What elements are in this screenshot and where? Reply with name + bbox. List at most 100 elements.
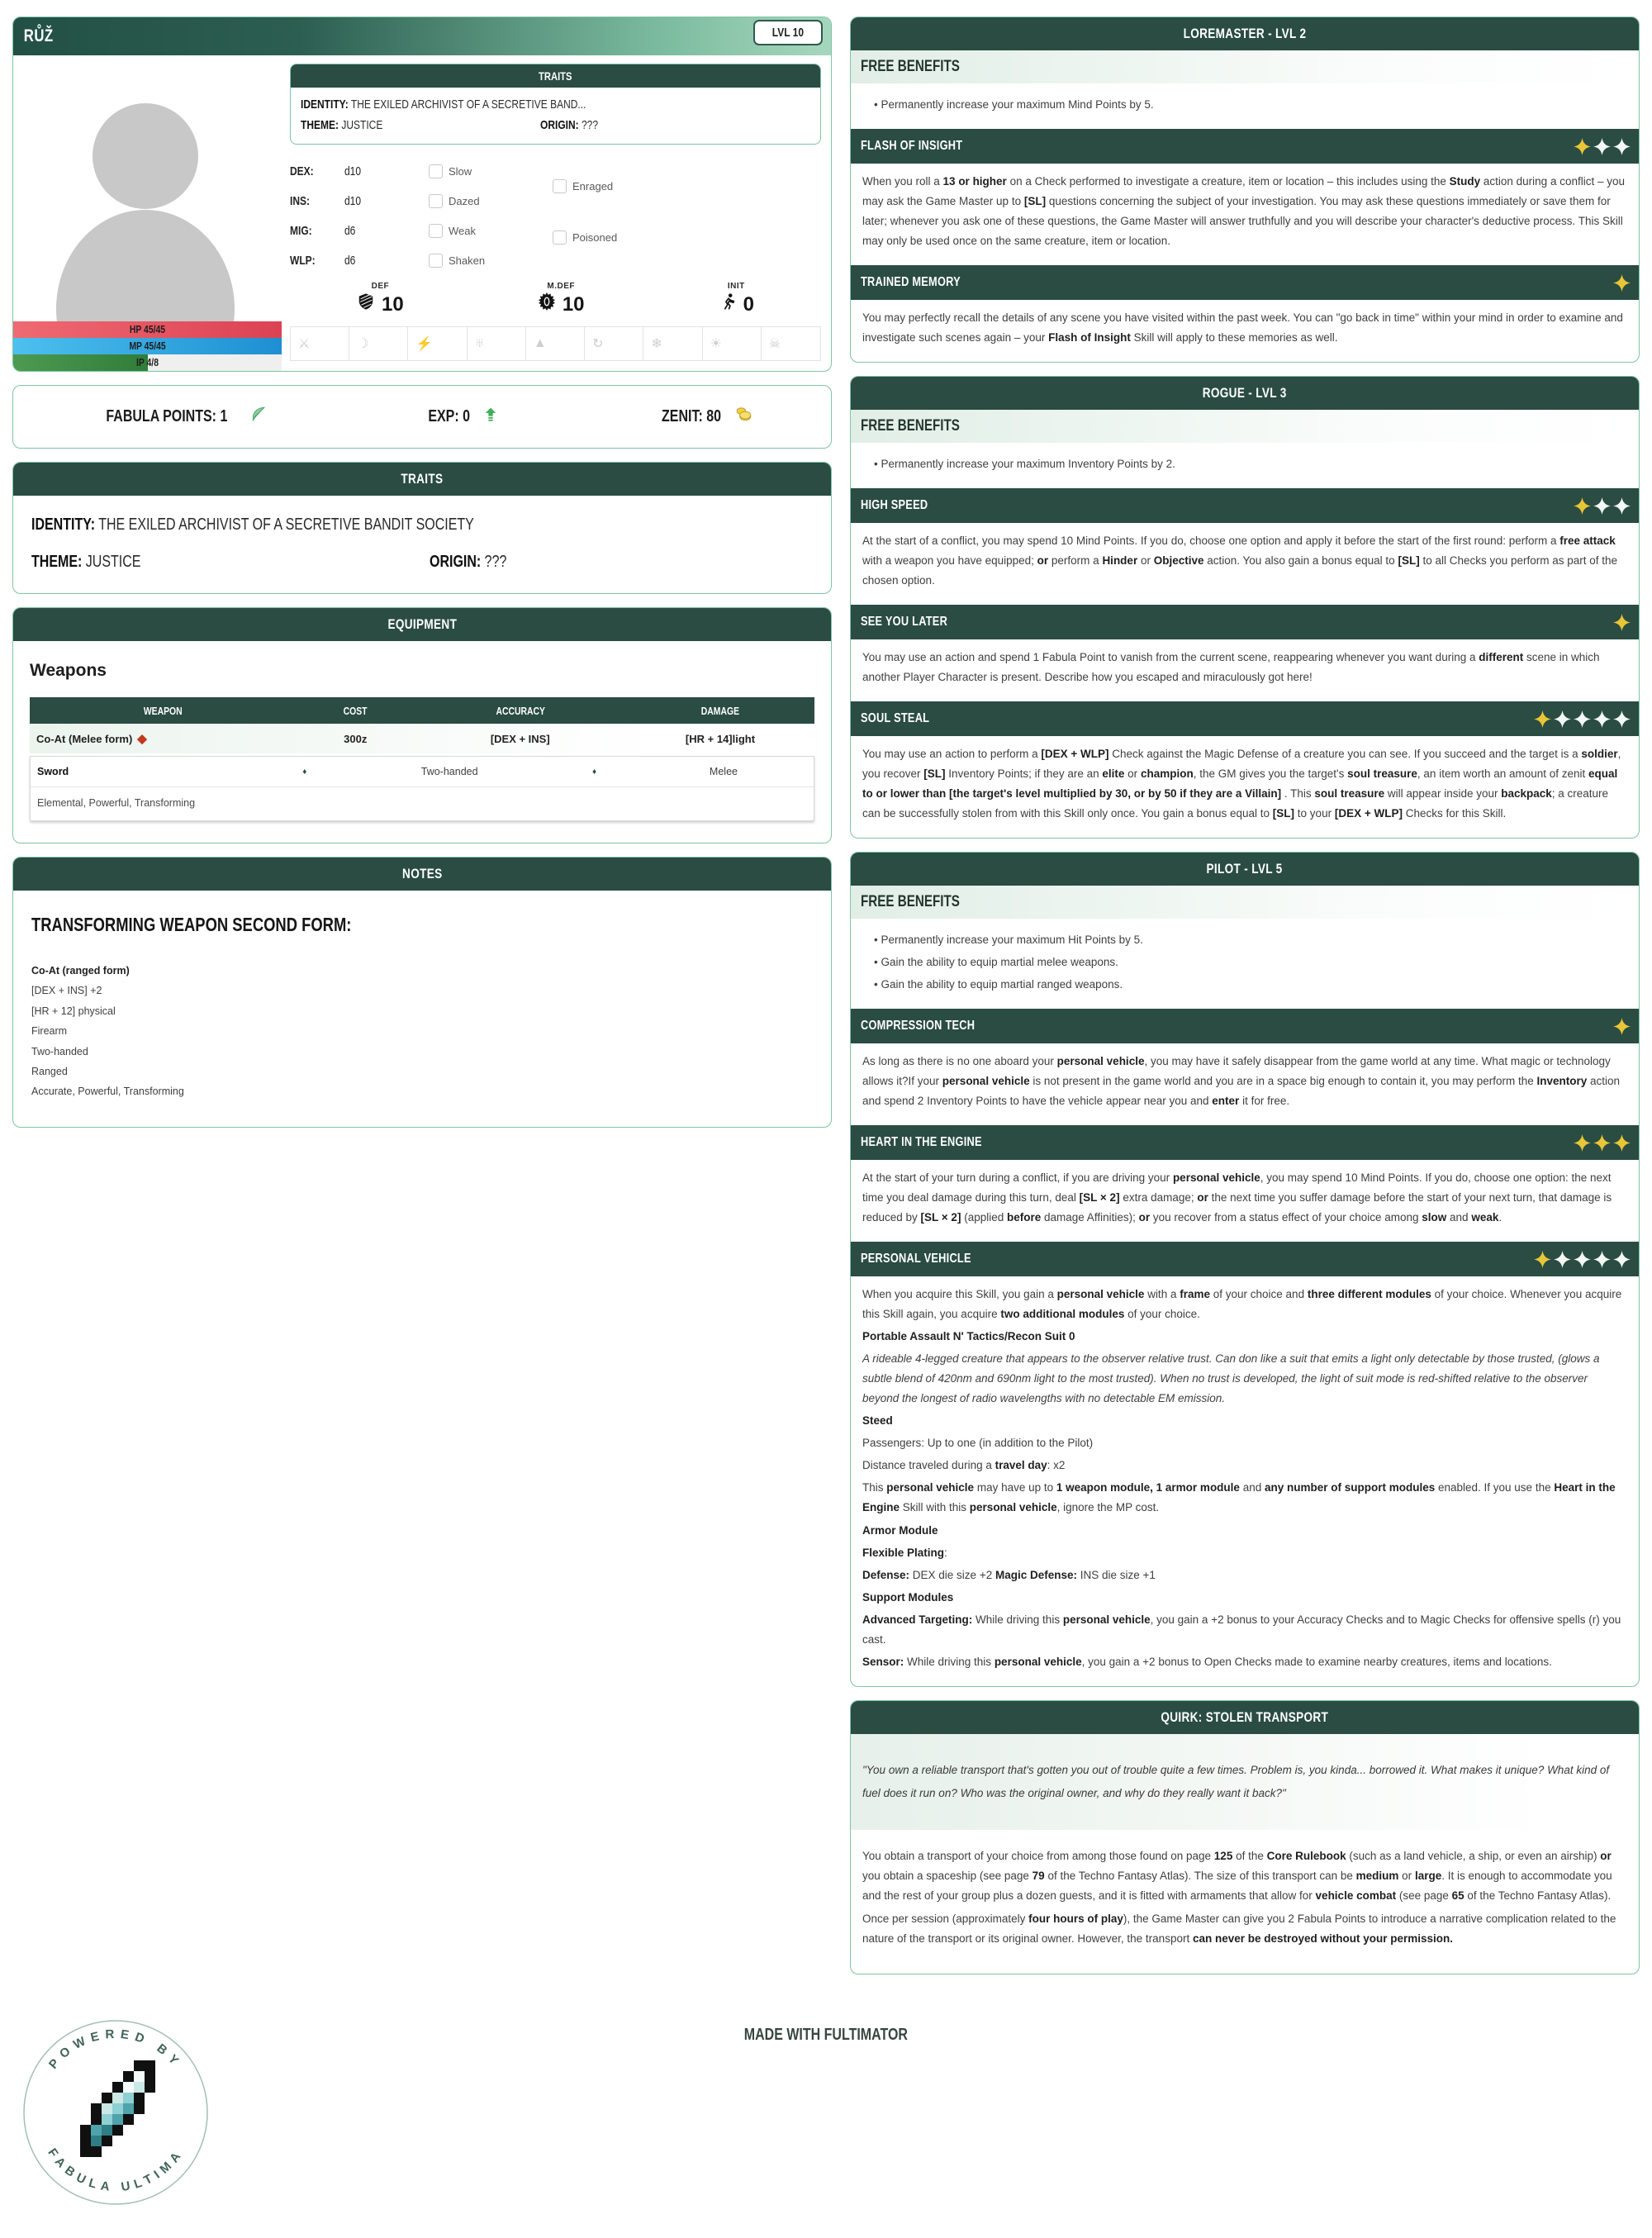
status-checkbox[interactable] [553,178,567,193]
affinity-cell[interactable]: ♅ [468,327,526,360]
weapons-header-cell: ACCURACY [495,704,545,717]
resource-bar-label: MP 45/45 [129,340,166,352]
free-benefits-list: Permanently increase your maximum Invent… [851,453,1639,475]
skill-paragraph: When you acquire this Skill, you gain a … [862,1288,1622,1321]
points-item: EXP: 0 [423,406,498,428]
defense-number: 10 [562,292,585,316]
weapon-detail-cell: ♦ [302,767,307,777]
notes-heading: TRANSFORMING WEAPON SECOND FORM: [31,914,352,935]
theme-origin-row: THEME: JUSTICE ORIGIN: ??? [31,553,507,571]
dark-icon: ☽ [357,337,369,351]
attributes-and-statuses: DEX: d10 INS: d10 MIG: d6 WLP: d6 Slow Dazed Weak… [290,156,821,275]
affinity-cell[interactable]: ☀ [703,327,762,360]
traits-card-body: IDENTITY: THE EXILED ARCHIVIST OF A SECR… [13,496,831,593]
avatar [13,55,282,321]
poison-icon: ☠ [768,337,781,351]
rare-item-marker-icon: ◆ [137,732,147,746]
light-icon: ☀ [710,337,722,351]
free-benefits-label: FREE BENEFITS [861,893,960,911]
skill-bar[interactable]: HIGH SPEED [851,488,1639,524]
skill-description: At the start of a conflict, you may spen… [851,523,1639,605]
status-checkbox[interactable] [429,223,443,238]
skill-description: As long as there is no one aboard your p… [851,1043,1639,1125]
skill-description: At the start of your turn during a confl… [851,1160,1639,1242]
left-column: RŮŽ LVL 10 HP 45/45 MP 45/45 IP 4/8 TRAITS [12,17,832,1128]
resource-bar: IP 4/8 [13,354,282,371]
weapon-name-cell: Co-At (Melee form) ◆ [30,731,297,746]
fabula-ultima-logo: POWERED BY FABULA ULTIMA [21,2017,211,2212]
skill-level-stars [1574,137,1631,155]
affinity-cell[interactable]: ⚔ [291,327,350,360]
attribute-row: DEX: d10 [290,156,429,186]
note-line: [DEX + INS] +2 [31,985,102,997]
points-row: FABULA POINTS: 1 EXP: 0 ZENIT: 80 [13,386,831,448]
attribute-label: DEX: [290,164,314,178]
magic-shield-icon [538,292,556,316]
affinity-cell[interactable]: ↻ [585,327,644,360]
status-item: Dazed [429,186,553,216]
affinity-cell[interactable]: ☠ [762,327,820,360]
skill-name: HEART IN THE ENGINE [861,1135,982,1150]
equipment-card: EQUIPMENT Weapons WEAPON COST ACCURACY DAMA… [12,607,832,843]
status-checkbox[interactable] [429,193,443,208]
affinity-cell[interactable]: ▲ [526,327,586,360]
resource-bar: MP 45/45 [13,338,282,354]
notes-body: TRANSFORMING WEAPON SECOND FORM: Co-At (… [13,891,831,1127]
skill-bar[interactable]: TRAINED MEMORY [851,265,1639,301]
skill-level-stars [1574,497,1631,515]
skill-bar[interactable]: COMPRESSION TECH [851,1009,1639,1044]
classes-container: LOREMASTER - LVL 2 FREE BENEFITS Permanent… [850,17,1640,1687]
affinity-cell[interactable]: ⚡ [408,327,468,360]
free-benefits-bar: FREE BENEFITS [851,410,1639,444]
theme-origin-line: THEME: JUSTICE ORIGIN: ??? [301,118,599,132]
attribute-label: WLP: [290,253,316,268]
skill-level-stars [1613,613,1631,631]
skill-paragraph: Sensor: While driving this personal vehi… [862,1655,1552,1668]
weapon-qualities: Elemental, Powerful, Transforming [37,797,196,809]
skill-paragraph: When you roll a 13 or higher on a Check … [862,175,1625,248]
skill-description: When you roll a 13 or higher on a Check … [851,164,1639,265]
skill-bar[interactable]: HEART IN THE ENGINE [851,1125,1639,1161]
skill-paragraph: Armor Module [862,1523,938,1537]
class-card-title: LOREMASTER - LVL 2 [851,17,1639,50]
defense-label: DEF [371,282,390,291]
status-label: Shaken [449,254,486,267]
status-column-2: Enraged Poisoned [553,171,693,275]
points-card: FABULA POINTS: 1 EXP: 0 ZENIT: 80 [12,385,832,449]
skill-bar[interactable]: SOUL STEAL [851,701,1639,737]
points-item: ZENIT: 80 [654,406,752,428]
skill-level-stars [1534,1250,1631,1268]
traits-card-title: TRAITS [13,463,831,496]
free-benefits-list: Permanently increase your maximum Mind P… [851,93,1639,116]
skill-bar[interactable]: PERSONAL VEHICLE [851,1242,1639,1277]
skill-level-stars [1574,1133,1631,1152]
affinity-cell[interactable]: ❄ [643,327,703,360]
quirk-paragraph: Once per session (approximately four hou… [862,1913,1616,1946]
equipment-card-title: EQUIPMENT [13,608,831,641]
resource-bar-fill [13,338,282,354]
character-name: RŮŽ [23,26,54,45]
quirk-card: QUIRK: STOLEN TRANSPORT "You own a relia… [850,1699,1640,1975]
weapons-header-cell: WEAPON [144,704,183,717]
resource-bars: HP 45/45 MP 45/45 IP 4/8 [13,321,282,371]
traits-card: TRAITS IDENTITY: THE EXILED ARCHIVIST OF… [12,462,832,594]
status-checkbox[interactable] [429,253,443,268]
affinity-cell[interactable]: ☽ [349,327,409,360]
weapon-detail-cell: Two-handed [420,766,478,777]
identity-row: IDENTITY: THE EXILED ARCHIVIST OF A SECR… [31,516,474,534]
note-line: [HR + 12] physical [31,1005,116,1017]
avatar-silhouette-icon [56,103,235,321]
points-item: FABULA POINTS: 1 [91,406,267,428]
status-checkbox[interactable] [553,230,567,245]
free-benefit-item: Permanently increase your maximum Invent… [874,453,1627,475]
skill-bar[interactable]: FLASH OF INSIGHT [851,129,1639,164]
weapons-header-cell: DAMAGE [700,704,740,717]
status-checkbox[interactable] [429,164,443,178]
points-label: EXP: 0 [428,407,471,425]
status-item: Poisoned [553,222,693,252]
skill-bar[interactable]: SEE YOU LATER [851,605,1639,640]
avatar-column: HP 45/45 MP 45/45 IP 4/8 [13,55,282,371]
right-column: LOREMASTER - LVL 2 FREE BENEFITS Permanent… [850,17,1640,1975]
weapon-row[interactable]: Co-At (Melee form) ◆ 300z [DEX + INS] [HR + … [30,724,814,753]
skill-paragraph: Steed [862,1414,893,1428]
